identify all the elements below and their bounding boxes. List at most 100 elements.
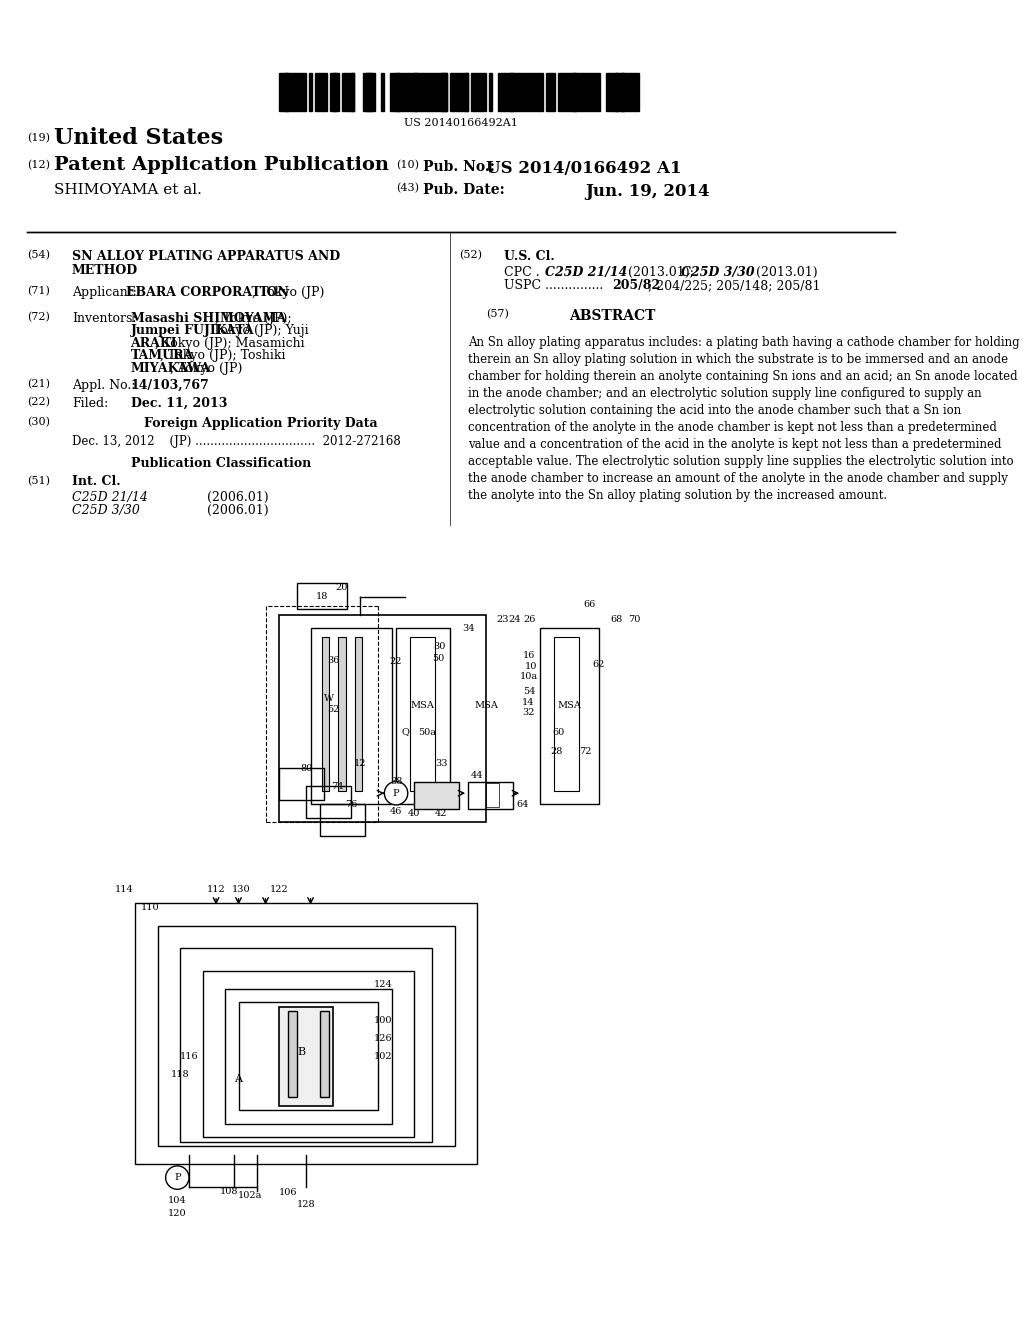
Bar	[366, 73, 372, 111]
Bar	[609, 73, 612, 111]
Text: (2006.01): (2006.01)	[207, 504, 268, 517]
Bar	[552, 73, 555, 111]
Text: 42: 42	[435, 809, 447, 817]
Bar	[459, 73, 462, 111]
Bar	[549, 73, 552, 111]
Text: 118: 118	[170, 1069, 189, 1078]
Text: 60: 60	[552, 727, 564, 737]
Bar	[438, 73, 444, 111]
Text: 40: 40	[408, 809, 420, 817]
Bar	[519, 73, 522, 111]
Bar	[480, 73, 483, 111]
Bar	[474, 73, 477, 111]
Text: , Tokyo (JP): , Tokyo (JP)	[170, 362, 243, 375]
Bar	[567, 73, 570, 111]
Bar	[444, 73, 447, 111]
Bar	[540, 628, 599, 804]
Bar	[372, 73, 375, 111]
Bar	[597, 73, 600, 111]
Bar	[468, 781, 513, 809]
Bar	[535, 73, 538, 111]
Text: (71): (71)	[27, 286, 50, 297]
Text: Dec. 13, 2012    (JP) ................................  2012-272168: Dec. 13, 2012 (JP) .....................…	[72, 436, 400, 447]
Bar	[414, 73, 417, 111]
Text: 50: 50	[432, 653, 444, 663]
Bar	[319, 804, 365, 836]
Bar	[381, 73, 384, 111]
Text: Jumpei FUJIKATA: Jumpei FUJIKATA	[130, 325, 254, 337]
Text: B: B	[298, 1047, 305, 1056]
Bar	[507, 73, 513, 111]
Bar	[528, 73, 531, 111]
Text: ; 204/225; 205/148; 205/81: ; 204/225; 205/148; 205/81	[648, 280, 820, 292]
Text: 24: 24	[509, 615, 521, 624]
Bar	[582, 73, 585, 111]
Text: (30): (30)	[27, 417, 50, 428]
Bar	[510, 73, 513, 111]
Text: (19): (19)	[27, 133, 50, 144]
Bar	[294, 73, 297, 111]
Text: 28: 28	[550, 747, 562, 756]
Bar	[393, 73, 399, 111]
Text: Appl. No.:: Appl. No.:	[72, 379, 139, 392]
Text: 74: 74	[332, 781, 344, 791]
Bar	[364, 73, 369, 111]
Bar	[429, 73, 432, 111]
Bar	[465, 73, 468, 111]
Bar	[417, 73, 420, 111]
Bar	[522, 73, 528, 111]
Bar	[300, 73, 303, 111]
Bar	[580, 73, 582, 111]
Text: (52): (52)	[459, 251, 482, 261]
Bar	[486, 783, 499, 807]
Text: 20: 20	[336, 583, 348, 593]
Bar	[561, 73, 564, 111]
Text: 80: 80	[300, 763, 312, 772]
Bar	[291, 73, 294, 111]
Bar	[158, 925, 455, 1146]
Bar	[627, 73, 630, 111]
Bar	[501, 73, 504, 111]
Text: (21): (21)	[27, 379, 50, 389]
Bar	[310, 628, 391, 804]
Bar	[351, 73, 354, 111]
Text: (2013.01): (2013.01)	[752, 265, 817, 279]
Bar	[414, 781, 459, 809]
Bar	[451, 73, 453, 111]
Text: TAMURA: TAMURA	[130, 350, 194, 363]
Bar	[319, 1011, 329, 1097]
Text: 110: 110	[141, 903, 160, 912]
Text: 102: 102	[374, 1052, 392, 1060]
Text: 32: 32	[522, 708, 535, 717]
Bar	[390, 73, 393, 111]
Text: 16: 16	[523, 651, 536, 660]
Text: 44: 44	[471, 771, 483, 780]
Bar	[618, 73, 624, 111]
Bar	[345, 73, 348, 111]
Text: 120: 120	[168, 1209, 186, 1218]
Bar	[225, 989, 391, 1123]
Bar	[324, 73, 327, 111]
Text: 46: 46	[390, 807, 402, 816]
Text: Patent Application Publication: Patent Application Publication	[54, 156, 389, 174]
Bar	[477, 73, 480, 111]
Text: 102a: 102a	[238, 1191, 262, 1200]
Bar	[636, 73, 639, 111]
Text: Int. Cl.: Int. Cl.	[72, 475, 121, 488]
Bar	[513, 73, 516, 111]
Text: Masashi SHIMOYAMA: Masashi SHIMOYAMA	[130, 312, 286, 325]
Bar	[280, 73, 282, 111]
Text: 106: 106	[279, 1188, 297, 1197]
Text: 38: 38	[390, 777, 402, 785]
Bar	[203, 970, 414, 1137]
Text: SHIMOYAMA et al.: SHIMOYAMA et al.	[54, 183, 202, 197]
Text: ABSTRACT: ABSTRACT	[569, 309, 655, 323]
Bar	[297, 73, 300, 111]
Text: 116: 116	[179, 1052, 198, 1060]
Bar	[624, 73, 627, 111]
Text: (2013.01);: (2013.01);	[624, 265, 697, 279]
Text: 30: 30	[433, 642, 445, 651]
Text: Inventors:: Inventors:	[72, 312, 136, 325]
Circle shape	[166, 1166, 189, 1189]
Bar	[297, 583, 346, 609]
